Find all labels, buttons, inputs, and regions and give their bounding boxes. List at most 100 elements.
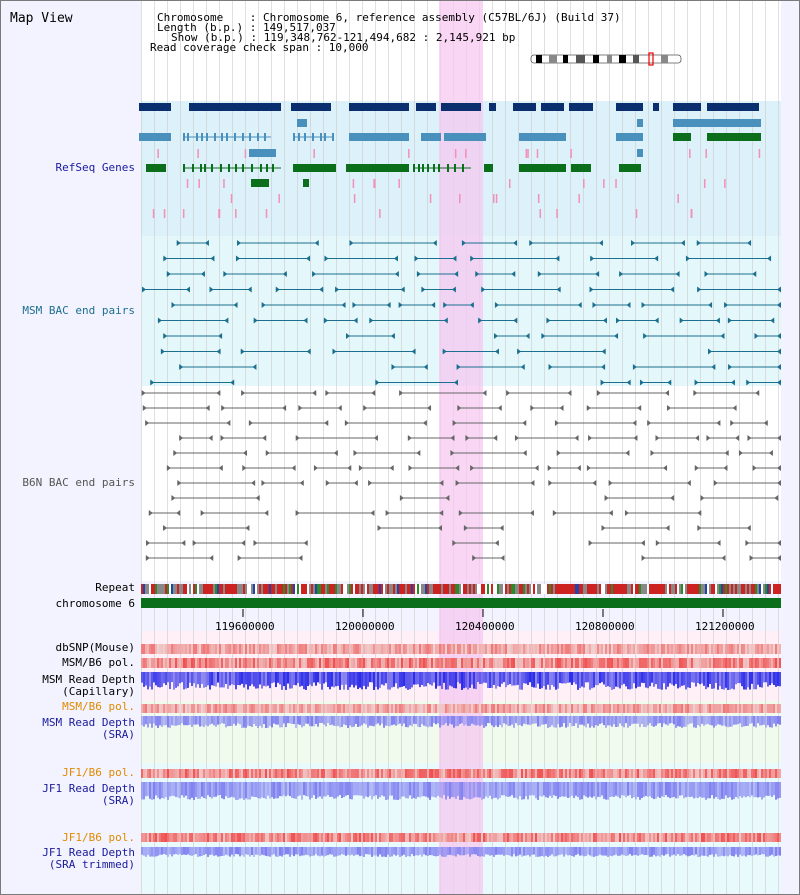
- track-label-msm-depth-capillary[interactable]: MSM Read Depth (Capillary): [42, 673, 135, 698]
- depth-bar: [719, 847, 721, 857]
- pol-cell: [663, 704, 665, 713]
- depth-bar: [713, 782, 715, 799]
- bac-end-left: [517, 348, 522, 355]
- depth-bar: [463, 716, 465, 726]
- track-label-repeat[interactable]: Repeat: [95, 581, 135, 594]
- bac-end-right: [298, 555, 303, 561]
- track-label-msm-pol-2[interactable]: MSM/B6 pol.: [62, 700, 135, 713]
- depth-bar: [655, 672, 657, 685]
- bac-end-right: [454, 271, 459, 277]
- depth-bar: [181, 716, 183, 724]
- track-label-jf1-pol-2[interactable]: JF1/B6 pol.: [62, 831, 135, 844]
- repeat-element: [167, 584, 169, 594]
- pol-cell: [553, 644, 555, 654]
- pol-cell: [429, 704, 431, 713]
- pol-cell: [351, 833, 353, 842]
- depth-bar: [405, 782, 407, 799]
- depth-bar: [565, 672, 567, 684]
- depth-bar: [477, 716, 479, 726]
- depth-bar: [255, 716, 257, 727]
- depth-bar: [459, 782, 461, 800]
- depth-bar: [463, 847, 465, 856]
- repeat-element: [569, 584, 571, 594]
- pol-cell: [551, 769, 553, 778]
- bac-end-left: [754, 333, 759, 339]
- track-label-dbsnp[interactable]: dbSNP(Mouse): [55, 641, 135, 654]
- depth-bar: [357, 672, 359, 690]
- pol-cell: [493, 704, 495, 713]
- repeat-element: [587, 584, 589, 594]
- bac-end-right: [208, 435, 213, 441]
- repeat-element: [651, 584, 653, 594]
- gene-exon: [707, 103, 759, 111]
- bac-end-right: [341, 302, 346, 308]
- pol-cell: [355, 658, 357, 668]
- pol-cell: [205, 833, 207, 842]
- bac-end-right: [262, 435, 267, 441]
- repeat-element: [603, 584, 605, 594]
- track-label-refseq[interactable]: RefSeq Genes: [55, 161, 135, 174]
- pol-cell: [495, 658, 497, 668]
- bac-end-right: [353, 317, 358, 324]
- track-label-jf1-depth-trimmed[interactable]: JF1 Read Depth (SRA trimmed): [42, 846, 135, 871]
- repeat-element: [293, 584, 295, 594]
- small-feature: [278, 194, 280, 203]
- bac-end-right: [525, 333, 530, 339]
- track-label-jf1-depth-sra[interactable]: JF1 Read Depth (SRA): [42, 782, 135, 807]
- track-label-chromosome[interactable]: chromosome 6: [55, 597, 135, 610]
- pol-cell: [433, 769, 435, 778]
- depth-bar: [673, 672, 675, 686]
- track-label-jf1-pol-1[interactable]: JF1/B6 pol.: [62, 766, 135, 779]
- pol-cell: [423, 644, 425, 654]
- depth-bar: [145, 672, 147, 686]
- pol-cell: [323, 704, 325, 713]
- depth-bar: [395, 782, 397, 800]
- repeat-element: [409, 584, 411, 594]
- depth-bar: [677, 672, 679, 689]
- pol-cell: [207, 769, 209, 778]
- track-label-b6n-bac[interactable]: B6N BAC end pairs: [22, 476, 135, 489]
- pol-cell: [419, 833, 421, 842]
- depth-bar: [773, 716, 775, 724]
- repeat-element: [205, 584, 207, 594]
- pol-cell: [457, 644, 459, 654]
- depth-bar: [291, 782, 293, 798]
- track-label-msm-bac[interactable]: MSM BAC end pairs: [22, 304, 135, 317]
- gene-exon: [349, 133, 409, 141]
- depth-bar: [705, 716, 707, 725]
- depth-bar: [245, 672, 247, 685]
- pol-cell: [427, 644, 429, 654]
- pol-cell: [701, 658, 703, 668]
- pol-cell: [275, 769, 277, 778]
- pol-cell: [313, 833, 315, 842]
- depth-bar: [143, 782, 145, 800]
- pol-cell: [357, 658, 359, 668]
- depth-bar: [151, 716, 153, 728]
- repeat-element: [451, 584, 453, 594]
- depth-bar: [279, 716, 281, 728]
- pol-cell: [187, 658, 189, 668]
- bac-end-left: [399, 495, 404, 501]
- pol-cell: [255, 769, 257, 778]
- pol-cell: [581, 658, 583, 668]
- pol-cell: [261, 658, 263, 668]
- pol-cell: [705, 704, 707, 713]
- repeat-element: [315, 584, 317, 594]
- pol-cell: [713, 704, 715, 713]
- pol-cell: [321, 833, 323, 842]
- depth-bar: [171, 847, 173, 857]
- pol-cell: [145, 644, 147, 654]
- repeat-element: [485, 584, 487, 594]
- bac-end-left: [346, 333, 351, 339]
- bac-end-left: [457, 405, 462, 411]
- pol-cell: [753, 658, 755, 668]
- depth-bar: [343, 716, 345, 725]
- pol-cell: [435, 658, 437, 668]
- pol-cell: [337, 644, 339, 654]
- track-label-msm-pol-1[interactable]: MSM/B6 pol.: [62, 656, 135, 669]
- pol-cell: [691, 658, 693, 668]
- track-label-msm-depth-sra[interactable]: MSM Read Depth (SRA): [42, 716, 135, 741]
- depth-bar: [239, 847, 241, 857]
- pol-cell: [479, 658, 481, 668]
